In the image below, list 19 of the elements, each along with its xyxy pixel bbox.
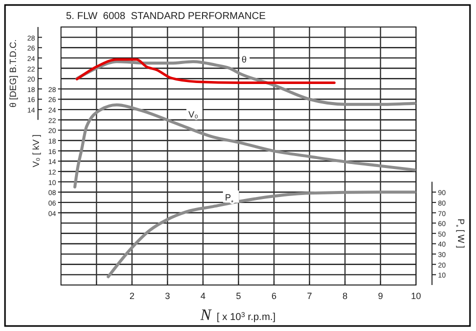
y-axis-title: θ [DEG] B.T.D.C. xyxy=(8,39,18,108)
x-tick-label: 4 xyxy=(200,291,206,301)
y3-axis-title: V₀ [ kV ] xyxy=(31,134,41,168)
x-axis-title: N [ x 10$^{3}$ r.p.m.] xyxy=(199,307,276,324)
x-tick-label: 10 xyxy=(410,291,422,301)
x-tick-label: 2 xyxy=(129,291,135,301)
x-tick-label: 9 xyxy=(378,291,384,301)
x-tick-label: 3 xyxy=(164,291,170,301)
series-label: θ xyxy=(242,54,247,64)
series-label: V₀ xyxy=(188,109,198,120)
line-series xyxy=(73,103,416,188)
series-label: P$_{*}$ xyxy=(224,192,234,206)
x-tick-label: 8 xyxy=(342,291,348,301)
x-tick-label: 5 xyxy=(236,291,242,301)
x-tick-label: 7 xyxy=(306,291,312,301)
x-tick-label: 6 xyxy=(271,291,277,301)
line-series xyxy=(106,190,416,278)
line-series xyxy=(76,58,336,84)
chart-title: 5. FLW 6008 STANDARD PERFORMANCE xyxy=(66,11,266,22)
